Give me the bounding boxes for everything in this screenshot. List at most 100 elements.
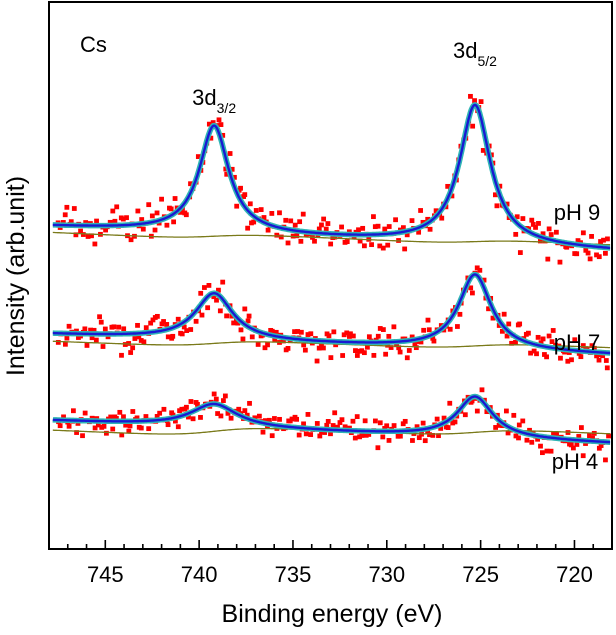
data-point [303,232,309,238]
data-point [135,322,140,328]
data-point [298,329,304,335]
data-point [114,204,120,210]
data-point [536,221,541,226]
series-labels: pH 9 pH 7 pH 4 [552,200,600,474]
data-point [438,426,444,431]
data-point [468,93,473,99]
data-point [509,340,515,346]
data-point [218,413,224,419]
data-point [165,422,171,428]
data-point [317,433,323,439]
data-point [531,348,537,354]
data-point [568,442,574,448]
data-point [576,434,582,439]
data-point [190,416,196,422]
data-point [266,417,272,423]
data-point [214,297,219,303]
data-point [529,439,535,445]
data-point [380,245,386,251]
data-point [105,334,111,340]
data-point [341,332,347,338]
data-point [363,432,369,438]
data-point [328,431,333,437]
data-point [316,226,322,232]
data-point [520,216,526,221]
data-point [517,250,523,255]
data-point [420,219,426,225]
data-point [255,342,261,347]
data-point [546,333,552,339]
data-point [540,231,546,237]
data-point [472,98,477,104]
data-point [220,132,226,138]
data-point [134,415,140,421]
data-point [564,244,570,250]
data-point [159,321,165,327]
data-point [285,240,291,246]
data-point [170,333,176,339]
data-point [572,337,578,343]
data-point [221,398,226,403]
data-point [220,279,226,285]
data-point [229,313,235,319]
data-point [350,418,356,424]
data-point [380,327,386,332]
data-point [215,411,220,416]
data-point [375,445,381,451]
data-point [578,354,584,360]
data-point [154,313,160,319]
data-point [457,311,463,317]
data-point [580,230,586,236]
data-point [126,428,132,434]
plot-frame [48,1,613,550]
data-point [385,342,391,348]
x-tick-label: 745 [87,562,124,587]
data-point [470,123,476,129]
data-point [225,410,231,416]
data-point [154,414,160,419]
data-point [188,181,193,187]
data-point [302,347,308,353]
data-point [434,416,440,422]
data-point [382,226,388,232]
data-point [538,340,544,346]
data-point [550,328,556,333]
data-point [394,342,399,348]
data-point [88,327,93,333]
data-point [331,329,337,335]
data-point [604,365,610,371]
data-point [321,216,327,222]
data-point [314,421,320,426]
data-point [62,341,68,347]
data-point [123,422,129,428]
data-point [339,417,345,423]
data-point [372,224,378,230]
data-point [175,424,181,430]
data-point [84,343,90,348]
data-point [104,430,109,436]
data-point [366,432,372,437]
data-point [575,238,581,243]
data-point [340,353,346,358]
data-point [130,345,136,351]
data-point [108,414,114,420]
data-point [371,214,376,220]
data-point [224,313,230,319]
data-point [92,241,98,247]
data-point [242,192,248,198]
data-point [161,319,166,324]
data-point [260,429,266,435]
lines-layer [52,101,611,445]
data-point [258,207,264,212]
data-point [278,234,284,240]
data-point [124,215,129,221]
data-point [535,334,541,340]
data-point [238,185,243,191]
fit-line [52,273,611,355]
data-point [274,232,280,238]
series-points [55,93,610,265]
data-point [141,339,147,345]
data-point [499,328,505,334]
data-point [188,399,194,404]
